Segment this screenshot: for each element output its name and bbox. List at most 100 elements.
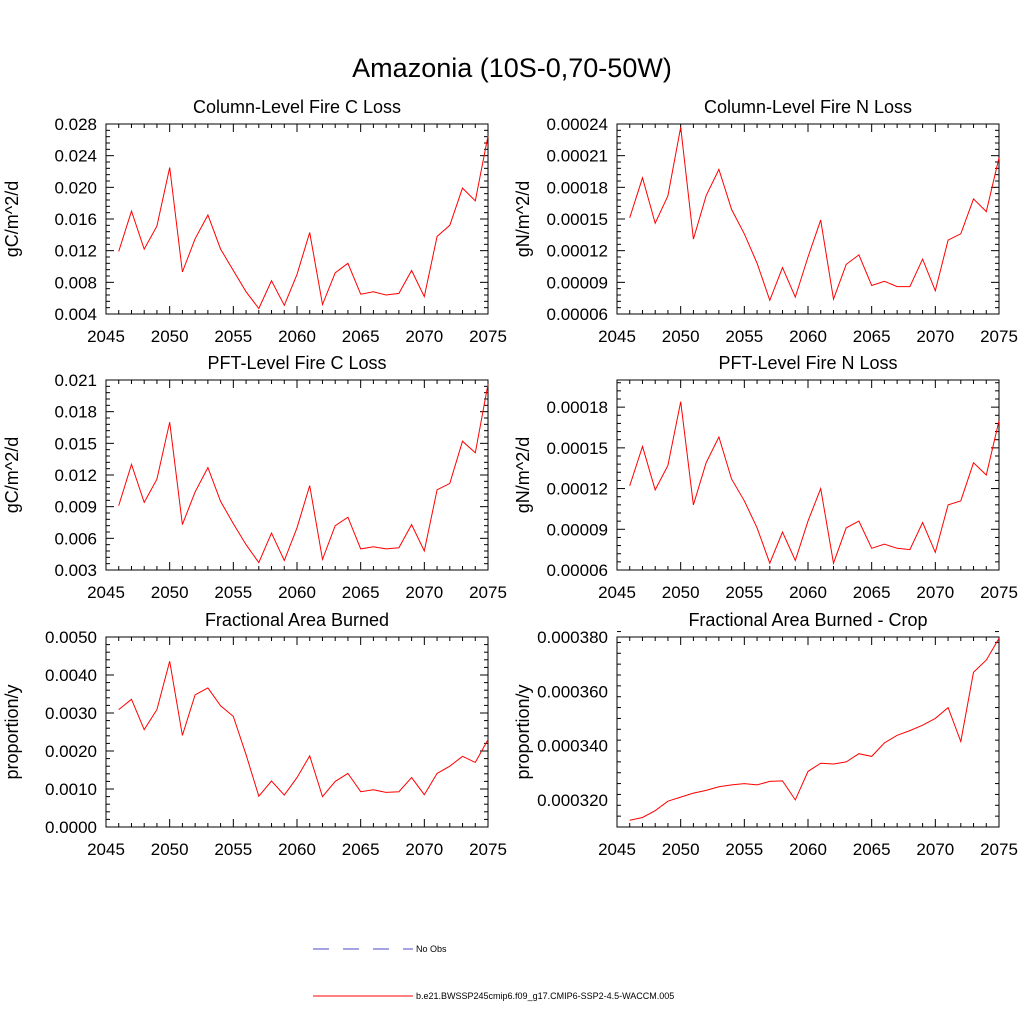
x-tick-label: 2055 — [725, 327, 763, 346]
panel-title: Column-Level Fire N Loss — [704, 97, 912, 117]
x-tick-label: 2075 — [469, 327, 507, 346]
y-tick-label: 0.00015 — [547, 439, 608, 458]
panel-4: PFT-Level Fire N Loss gN/m^2/d 2045 2050 205… — [513, 353, 1018, 602]
x-tick-label: 2050 — [662, 327, 700, 346]
panel-title: PFT-Level Fire C Loss — [207, 353, 386, 373]
panel-1: Column-Level Fire C Loss gC/m^2/d 2045 2050… — [2, 97, 507, 346]
x-tick-label: 2060 — [789, 840, 827, 859]
series-line — [118, 661, 489, 798]
y-tick-label: 0.0030 — [45, 704, 97, 723]
series-line — [629, 401, 1000, 566]
y-tick-label: 0.000380 — [537, 628, 608, 647]
y-tick-label: 0.012 — [54, 466, 97, 485]
y-tick-label: 0.028 — [54, 115, 97, 134]
y-tick-label: 0.000360 — [537, 682, 608, 701]
x-tick-label: 2055 — [214, 327, 252, 346]
plot-frame — [616, 379, 1000, 571]
x-tick-label: 2055 — [725, 840, 763, 859]
y-tick-label: 0.016 — [54, 210, 97, 229]
x-tick-label: 2060 — [278, 327, 316, 346]
plot-frame — [616, 123, 1000, 315]
x-tick-label: 2075 — [469, 840, 507, 859]
panels: Column-Level Fire C Loss gC/m^2/d 2045 2050… — [2, 97, 1018, 859]
x-tick-label: 2065 — [342, 583, 380, 602]
x-tick-label: 2045 — [598, 583, 636, 602]
y-tick-label: 0.00006 — [547, 305, 608, 324]
y-axis-label: gC/m^2/d — [2, 181, 22, 257]
y-axis-label: proportion/y — [2, 684, 22, 779]
x-tick-label: 2070 — [916, 327, 954, 346]
panel-3: PFT-Level Fire C Loss gC/m^2/d 2045 2050 205… — [2, 353, 507, 602]
y-tick-label: 0.00006 — [547, 561, 608, 580]
y-axis-label: proportion/y — [513, 684, 533, 779]
x-tick-label: 2050 — [151, 840, 189, 859]
y-tick-label: 0.008 — [54, 273, 97, 292]
x-tick-label: 2065 — [342, 840, 380, 859]
x-tick-label: 2060 — [789, 583, 827, 602]
x-tick-label: 2070 — [916, 583, 954, 602]
y-tick-label: 0.0040 — [45, 666, 97, 685]
y-tick-label: 0.00021 — [547, 147, 608, 166]
y-axis-label: gN/m^2/d — [513, 181, 533, 257]
y-tick-label: 0.018 — [54, 403, 97, 422]
series-line — [118, 135, 489, 310]
y-tick-label: 0.015 — [54, 434, 97, 453]
y-axis-label: gC/m^2/d — [2, 437, 22, 513]
x-tick-label: 2075 — [469, 583, 507, 602]
y-tick-label: 0.003 — [54, 561, 97, 580]
y-tick-label: 0.0050 — [45, 628, 97, 647]
y-tick-label: 0.00012 — [547, 480, 608, 499]
y-tick-label: 0.00009 — [547, 520, 608, 539]
y-tick-label: 0.0000 — [45, 818, 97, 837]
y-tick-label: 0.006 — [54, 529, 97, 548]
x-tick-label: 2055 — [214, 840, 252, 859]
y-tick-label: 0.000340 — [537, 737, 608, 756]
panel-6: Fractional Area Burned - Crop proportion/… — [513, 610, 1018, 859]
x-tick-label: 2060 — [278, 840, 316, 859]
x-tick-label: 2050 — [151, 327, 189, 346]
y-tick-label: 0.000320 — [537, 791, 608, 810]
series-line — [629, 127, 1000, 302]
x-tick-label: 2070 — [405, 583, 443, 602]
y-tick-label: 0.00009 — [547, 273, 608, 292]
series-line — [629, 638, 1000, 821]
x-tick-label: 2075 — [980, 583, 1018, 602]
x-tick-label: 2065 — [853, 840, 891, 859]
x-tick-label: 2055 — [725, 583, 763, 602]
y-tick-label: 0.024 — [54, 147, 97, 166]
x-tick-label: 2050 — [662, 840, 700, 859]
y-tick-label: 0.00012 — [547, 242, 608, 261]
legend-label-model: b.e21.BWSSP245cmip6.f09_g17.CMIP6-SSP2-4… — [416, 991, 674, 1001]
plot-frame — [616, 636, 1000, 828]
plot-frame — [105, 636, 489, 828]
x-tick-label: 2045 — [87, 583, 125, 602]
y-tick-label: 0.0020 — [45, 742, 97, 761]
plot-frame — [105, 379, 489, 571]
x-tick-label: 2070 — [405, 327, 443, 346]
panel-title: PFT-Level Fire N Loss — [718, 353, 897, 373]
panel-title: Column-Level Fire C Loss — [193, 97, 401, 117]
y-tick-label: 0.004 — [54, 305, 97, 324]
y-tick-label: 0.00015 — [547, 210, 608, 229]
x-tick-label: 2075 — [980, 840, 1018, 859]
x-tick-label: 2045 — [87, 840, 125, 859]
series-line — [118, 384, 489, 564]
x-tick-label: 2055 — [214, 583, 252, 602]
x-tick-label: 2065 — [853, 327, 891, 346]
plot-frame — [105, 123, 489, 315]
x-tick-label: 2045 — [598, 327, 636, 346]
y-axis-label: gN/m^2/d — [513, 437, 533, 513]
y-tick-label: 0.00024 — [547, 115, 608, 134]
y-tick-label: 0.012 — [54, 242, 97, 261]
x-tick-label: 2045 — [598, 840, 636, 859]
panel-title: Fractional Area Burned - Crop — [688, 610, 927, 630]
legend-label-no-obs: No Obs — [416, 944, 447, 954]
x-tick-label: 2060 — [278, 583, 316, 602]
x-tick-label: 2050 — [151, 583, 189, 602]
x-tick-label: 2070 — [405, 840, 443, 859]
y-tick-label: 0.009 — [54, 498, 97, 517]
x-tick-label: 2050 — [662, 583, 700, 602]
y-tick-label: 0.00018 — [547, 398, 608, 417]
y-tick-label: 0.00018 — [547, 178, 608, 197]
